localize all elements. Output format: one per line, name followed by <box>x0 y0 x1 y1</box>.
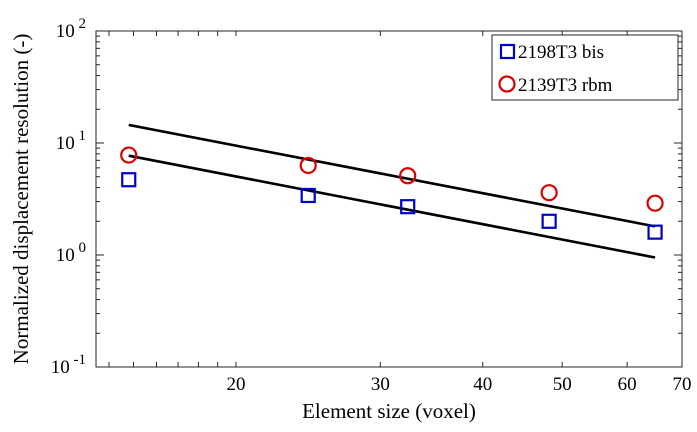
data-point-square <box>400 199 416 215</box>
y-tick-label: 10 0 <box>56 240 86 266</box>
data-markers <box>120 146 664 240</box>
x-tick-label: 30 <box>371 374 390 395</box>
fit-line-2 <box>128 154 656 259</box>
x-axis-ticks: 20 30 40 50 60 70 <box>108 31 692 395</box>
data-point-square <box>300 187 316 204</box>
data-point-circle <box>120 146 138 164</box>
x-tick-label: 20 <box>226 374 245 395</box>
fit-lines <box>128 123 656 259</box>
x-axis-label: Element size (voxel) <box>302 399 476 423</box>
legend-label-2198t3-bis: 2198T3 bis <box>518 42 604 63</box>
y-tick-label: 10 2 <box>56 16 86 42</box>
x-tick-label: 60 <box>618 374 637 395</box>
y-tick-label: 10 -1 <box>51 352 86 378</box>
legend-marker-square <box>499 43 516 60</box>
legend: 2198T3 bis 2139T3 rbm <box>491 34 679 101</box>
y-axis-label: Normalized displacement resolution (-) <box>9 34 33 365</box>
data-point-square <box>647 224 663 240</box>
legend-marker-circle <box>498 75 516 93</box>
legend-box <box>491 34 679 101</box>
x-tick-label: 50 <box>553 374 572 395</box>
x-tick-label: 70 <box>673 374 692 395</box>
fit-line-1 <box>128 123 656 228</box>
data-point-square <box>121 172 137 188</box>
x-tick-label: 40 <box>473 374 492 395</box>
y-axis-ticks: 10 -1 10 0 10 1 10 2 <box>51 16 682 378</box>
data-point-circle <box>646 194 664 212</box>
data-point-circle <box>540 184 558 202</box>
y-tick-label: 10 1 <box>56 128 86 154</box>
legend-label-2139t3-rbm: 2139T3 rbm <box>518 75 613 96</box>
data-point-circle <box>299 156 317 175</box>
data-point-square <box>541 213 557 229</box>
data-point-circle <box>399 167 417 185</box>
